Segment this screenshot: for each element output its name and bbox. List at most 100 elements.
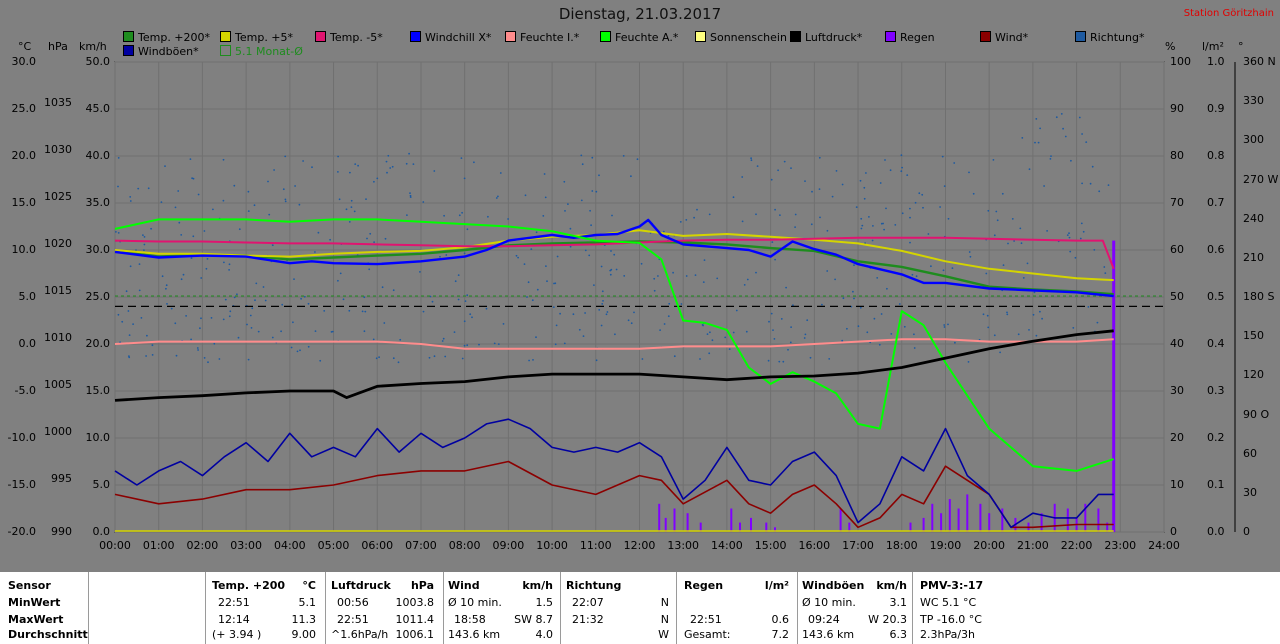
rain-bar (979, 503, 982, 532)
tick-temp: -20.0 (7, 525, 36, 538)
direction-point (524, 194, 527, 197)
tick-humidity: 30 (1170, 384, 1184, 397)
col-unit: hPa (410, 579, 434, 592)
direction-point (841, 339, 844, 342)
direction-point (633, 311, 635, 314)
cell-label: 22:51 (690, 613, 722, 626)
direction-point (1087, 306, 1090, 308)
direction-point (986, 314, 989, 317)
direction-point (197, 193, 200, 196)
direction-point (210, 317, 213, 319)
tick-time: 20:00 (973, 539, 1005, 552)
direction-point (160, 201, 163, 204)
tick-temp: 25.0 (11, 102, 37, 115)
direction-point (706, 333, 709, 335)
tick-time: 21:00 (1017, 539, 1049, 552)
direction-point (254, 299, 256, 302)
direction-point (180, 278, 183, 281)
direction-point (499, 172, 502, 174)
direction-point (307, 345, 310, 348)
direction-point (1096, 321, 1099, 324)
weather-chart (114, 61, 1236, 533)
tick-time: 17:00 (842, 539, 874, 552)
tick-direction: 270 W (1243, 172, 1279, 186)
direction-point (178, 221, 181, 224)
tick-time: 10:00 (536, 539, 568, 552)
direction-point (743, 284, 746, 286)
direction-point (463, 344, 466, 347)
legend-label: Temp. +5* (235, 31, 294, 44)
tick-time: 04:00 (273, 539, 306, 552)
legend-item: Wind* (980, 31, 1028, 44)
legend-label: Sonnenschein (710, 31, 787, 44)
legend-label: Feuchte A.* (615, 31, 679, 44)
direction-point (223, 261, 225, 264)
direction-point (659, 329, 661, 331)
direction-point (1033, 291, 1036, 294)
direction-point (461, 357, 464, 360)
direction-point (369, 232, 372, 235)
direction-point (609, 273, 612, 276)
tick-time: 07:00 (405, 539, 437, 552)
direction-point (601, 303, 604, 305)
direction-point (464, 300, 467, 302)
legend-swatch (980, 31, 991, 42)
legend-item: Regen (885, 31, 935, 44)
direction-point (598, 174, 600, 177)
tick-humidity: 70 (1170, 196, 1184, 209)
tick-direction: 300 (1243, 133, 1264, 147)
tick-direction: 120 (1243, 368, 1264, 382)
direction-point (768, 320, 770, 323)
tick-humidity: 40 (1170, 337, 1184, 350)
cell-value: 7.2 (771, 628, 790, 641)
tick-time: 00:00 (99, 539, 131, 552)
direction-point (165, 287, 167, 290)
unit-kmh: km/h (79, 40, 107, 53)
direction-point (386, 171, 388, 174)
direction-point (992, 159, 995, 161)
series-line (114, 418, 1114, 529)
direction-point (667, 315, 670, 318)
direction-point (922, 206, 924, 209)
direction-point (580, 154, 583, 157)
direction-point (271, 336, 274, 339)
direction-point (200, 277, 203, 279)
tick-rain: 0.3 (1207, 384, 1225, 397)
direction-point (853, 297, 855, 300)
direction-point (247, 190, 250, 193)
legend-swatch (600, 31, 611, 42)
direction-point (595, 190, 598, 193)
direction-point (610, 268, 613, 271)
direction-point (236, 293, 238, 296)
direction-point (818, 156, 821, 159)
direction-point (921, 193, 924, 196)
direction-point (1034, 141, 1036, 144)
direction-point (1043, 185, 1045, 187)
direction-point (906, 174, 909, 177)
direction-point (453, 331, 456, 333)
direction-point (151, 344, 154, 347)
row-label: MinWert (8, 596, 61, 609)
direction-point (409, 194, 412, 197)
series-line (114, 218, 1114, 298)
direction-point (600, 324, 603, 327)
direction-point (859, 306, 862, 309)
direction-point (826, 229, 829, 232)
direction-point (250, 327, 253, 329)
direction-point (623, 275, 626, 277)
direction-point (189, 158, 192, 161)
direction-point (412, 163, 415, 166)
row-label: MaxWert (8, 613, 64, 626)
tick-wind: 0.0 (92, 525, 111, 538)
direction-point (567, 203, 569, 206)
direction-point (174, 322, 177, 325)
direction-point (779, 214, 781, 217)
direction-point (337, 155, 339, 158)
direction-point (205, 267, 208, 270)
direction-point (466, 294, 469, 297)
direction-point (884, 159, 886, 161)
direction-point (175, 354, 178, 357)
direction-point (284, 200, 287, 203)
direction-point (890, 333, 893, 335)
direction-point (860, 217, 863, 220)
